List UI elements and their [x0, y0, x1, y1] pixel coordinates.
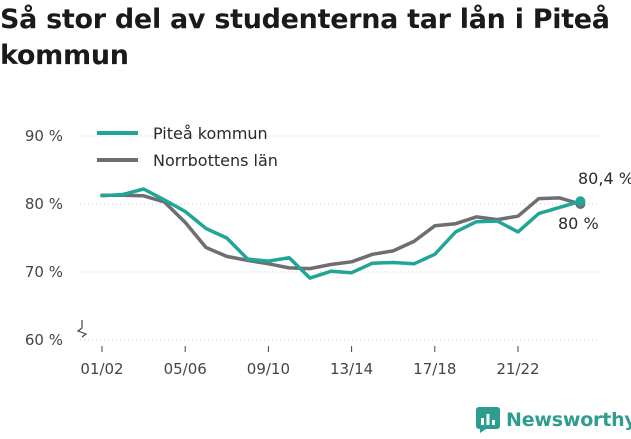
x-tick-label: 05/06 [164, 360, 207, 378]
legend-label-pitea: Piteå kommun [153, 124, 268, 143]
x-tick-label: 17/18 [413, 360, 456, 378]
legend-label-norrbotten: Norrbottens län [153, 151, 278, 170]
end-point-pitea [575, 196, 586, 207]
x-axis-ticks [101, 346, 519, 352]
chart-title: Så stor del av studenterna tar lån i Pit… [0, 4, 610, 71]
y-axis-labels: 60 % 70 % 80 % 90 % [25, 127, 63, 349]
newsworthy-logo-icon [476, 407, 500, 433]
series-line-pitea [100, 187, 583, 280]
y-tick-label: 70 % [25, 263, 63, 281]
x-tick-label: 01/02 [80, 360, 123, 378]
brand-name: Newsworthy [506, 409, 631, 431]
y-tick-label: 90 % [25, 127, 63, 145]
y-tick-label: 80 % [25, 195, 63, 213]
series-line-norrbotten [100, 193, 583, 271]
series-lines [100, 187, 586, 280]
legend: Piteå kommun Norrbottens län [97, 124, 278, 170]
x-axis-labels: 01/02 05/06 09/10 13/14 17/18 21/22 [80, 360, 539, 378]
x-tick-label: 21/22 [496, 360, 539, 378]
end-label-norrbotten: 80 % [558, 214, 599, 233]
x-tick-label: 09/10 [247, 360, 290, 378]
brand: Newsworthy [476, 407, 631, 433]
axis-break-icon [76, 320, 88, 338]
y-tick-label: 60 % [25, 331, 63, 349]
x-tick-label: 13/14 [330, 360, 373, 378]
end-label-pitea: 80,4 % [578, 169, 631, 188]
end-labels: 80,4 % 80 % [558, 169, 631, 233]
